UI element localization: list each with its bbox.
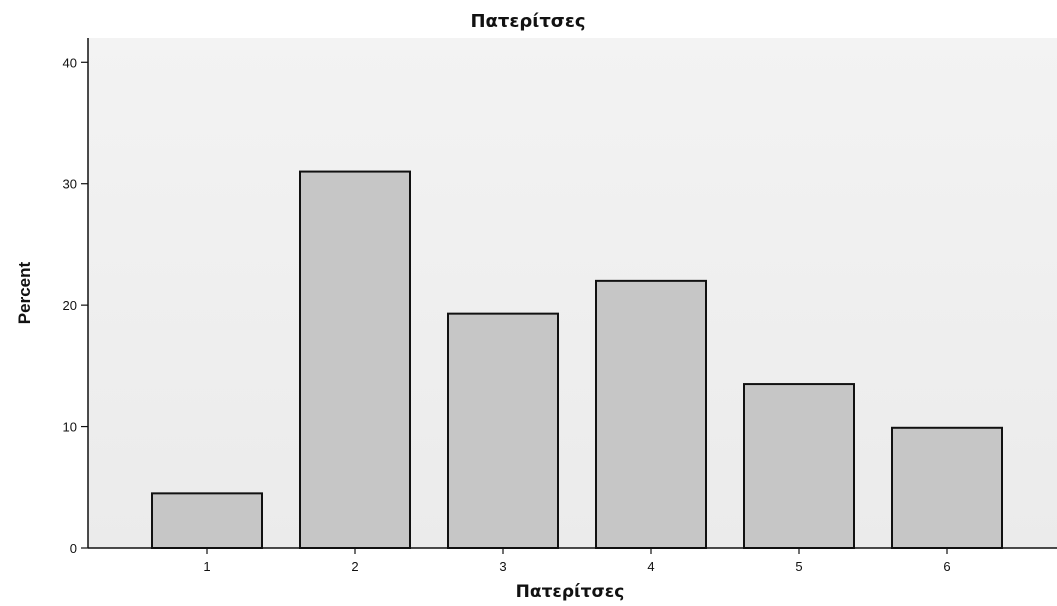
bars-group [151, 170, 1003, 550]
y-tick-label-20: 20 [63, 298, 77, 313]
y-tick-label-30: 30 [63, 177, 77, 192]
y-axis-label: Percent [15, 261, 34, 324]
x-axis-ticks: 1 2 3 4 5 6 [203, 548, 951, 574]
chart-title: Πατερίτσες [470, 11, 585, 32]
y-axis-ticks: 0 10 20 30 40 [63, 55, 88, 556]
bar-5 [743, 383, 855, 550]
y-tick-label-40: 40 [63, 55, 77, 70]
x-tick-label-4: 4 [647, 559, 654, 574]
x-axis-label: Πατερίτσες [516, 582, 625, 602]
y-tick-label-10: 10 [63, 420, 77, 435]
bar-3 [447, 312, 559, 549]
x-tick-label-5: 5 [795, 559, 802, 574]
bar-4 [595, 279, 707, 549]
x-tick-label-2: 2 [351, 559, 358, 574]
x-tick-label-6: 6 [943, 559, 950, 574]
y-tick-label-0: 0 [70, 541, 77, 556]
bar-6 [891, 426, 1003, 549]
bar-1 [151, 492, 263, 550]
x-tick-label-3: 3 [499, 559, 506, 574]
bar-2 [299, 170, 411, 549]
x-tick-label-1: 1 [203, 559, 210, 574]
